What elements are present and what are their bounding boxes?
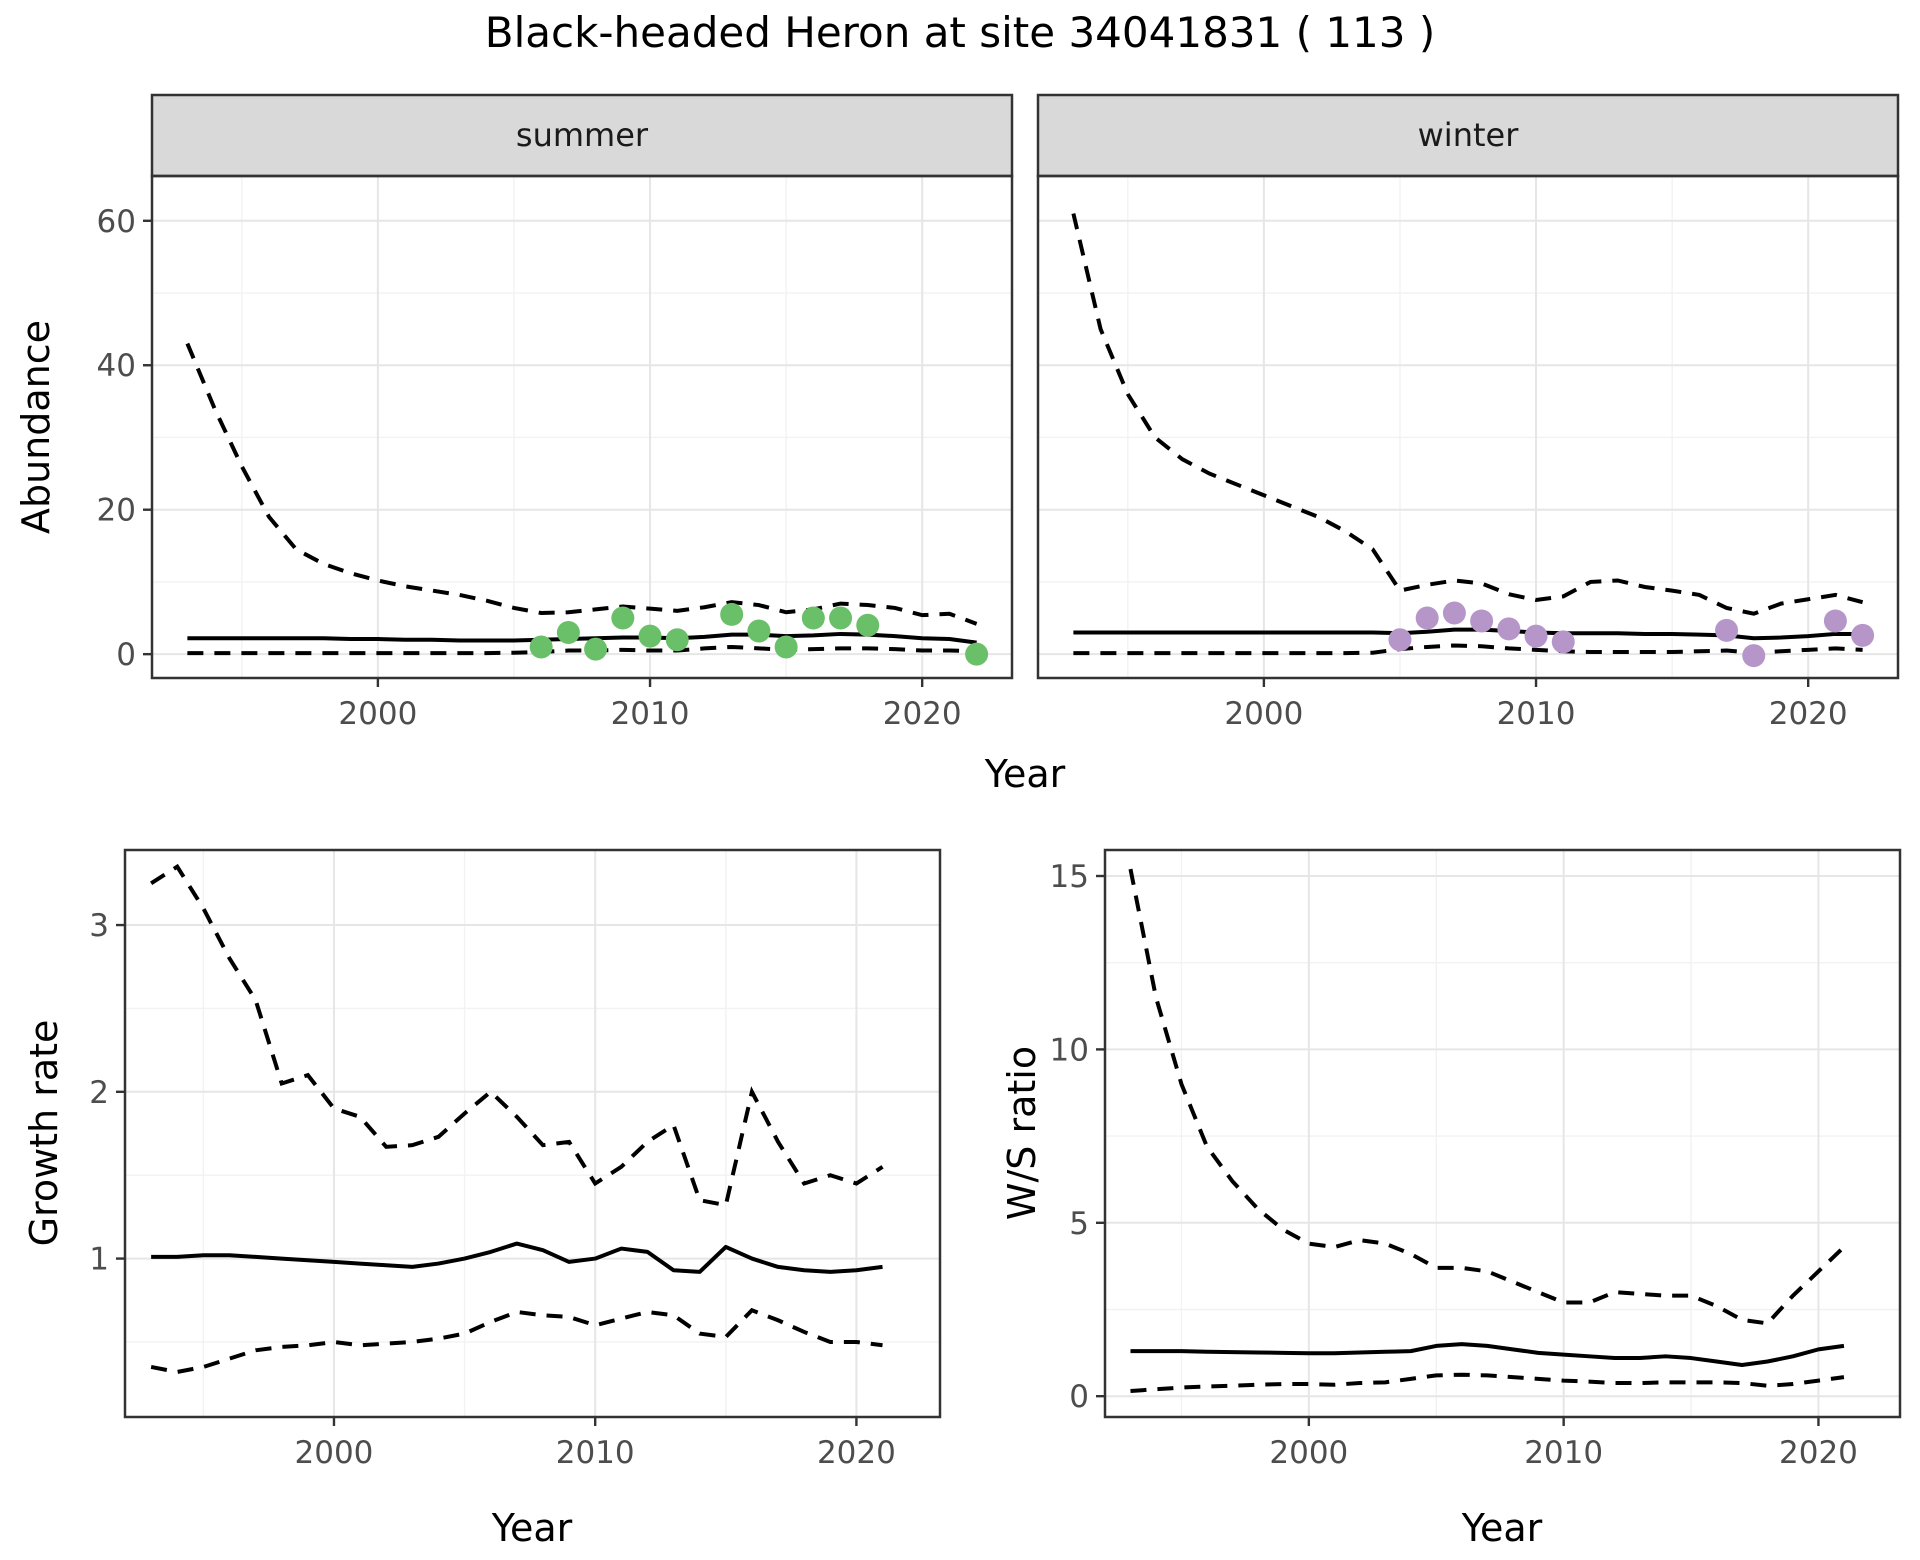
y-tick-label: 20 [97, 493, 136, 529]
x-tick-label: 2000 [295, 1435, 374, 1471]
observation-point [1823, 609, 1847, 633]
median-line [1130, 1342, 1845, 1367]
observation-point [529, 635, 553, 659]
observation-points [529, 602, 989, 666]
observation-point [638, 624, 662, 648]
upper-ci-line [185, 342, 978, 626]
y-tick-label: 1 [89, 1242, 109, 1278]
x-tick-label: 2000 [338, 696, 417, 732]
observation-points [1388, 601, 1875, 668]
observation-point [720, 602, 744, 626]
y-axis-title-growth-rate: Growth rate [22, 1019, 66, 1247]
y-tick-label: 5 [1069, 1206, 1089, 1242]
x-tick-label: 2020 [883, 696, 962, 732]
y-tick-label: 15 [1050, 859, 1089, 895]
y-tick-label: 40 [97, 348, 136, 384]
observation-point [774, 635, 798, 659]
observation-point [665, 628, 689, 652]
x-tick-label: 2000 [1269, 1435, 1348, 1471]
panel-abundance-summer: 2000 2010 2020 0 20 40 60 [97, 93, 1014, 732]
facet-strip-label-winter: winter [1417, 116, 1519, 154]
y-tick-label: 10 [1050, 1032, 1089, 1068]
lower-ci-line [187, 644, 977, 656]
observation-point [1742, 644, 1766, 668]
figure-title: Black-headed Heron at site 34041831 ( 11… [484, 8, 1436, 57]
panel-growth-rate: 2000 2010 2020 1 2 3 [89, 848, 942, 1471]
observation-point [1497, 617, 1521, 641]
x-tick-label: 2010 [1524, 1435, 1603, 1471]
observation-point [611, 606, 635, 630]
observation-point [1551, 630, 1575, 654]
facet-strip-label-summer: summer [515, 116, 649, 154]
observation-point [856, 613, 880, 637]
observation-point [965, 642, 989, 666]
panel-winter-summer-ratio: 2000 2010 2020 0 5 10 15 [1050, 848, 1902, 1471]
y-tick-label: 0 [1069, 1379, 1089, 1415]
observation-point [1715, 618, 1739, 642]
upper-ci-line [1071, 213, 1864, 616]
y-tick-label: 3 [89, 908, 109, 944]
x-axis-title-year-ws: Year [1461, 1506, 1543, 1550]
y-tick-label: 60 [97, 204, 136, 240]
x-axis-title-year-top: Year [984, 752, 1066, 796]
median-line [151, 1241, 883, 1274]
upper-ci-line [1128, 868, 1846, 1326]
median-line [187, 631, 977, 645]
panel-abundance-winter: 2000 2010 2020 [1036, 93, 1900, 732]
x-tick-label: 2020 [1779, 1435, 1858, 1471]
x-axis-title-year-growth: Year [491, 1506, 573, 1550]
x-tick-label: 2010 [1497, 696, 1576, 732]
x-tick-label: 2000 [1224, 696, 1303, 732]
observation-point [801, 606, 825, 630]
x-tick-label: 2020 [1769, 696, 1848, 732]
facet-strip [1036, 93, 1900, 178]
observation-point [1442, 601, 1466, 625]
observation-point [1851, 623, 1875, 647]
observation-point [1470, 609, 1494, 633]
y-axis-title-ws-ratio: W/S ratio [1000, 1045, 1044, 1221]
x-tick-label: 2010 [611, 696, 690, 732]
observation-point [556, 620, 580, 644]
observation-point [1415, 606, 1439, 630]
y-tick-label: 2 [89, 1075, 109, 1111]
y-tick-label: 0 [116, 637, 136, 673]
lower-ci-line [1130, 1372, 1845, 1393]
observation-point [747, 619, 771, 643]
upper-ci-line [150, 863, 884, 1208]
observation-point [1524, 624, 1548, 648]
observation-point [584, 637, 608, 661]
lower-ci-line [1073, 643, 1863, 656]
y-axis-title-abundance: Abundance [14, 319, 58, 535]
observation-point [829, 606, 853, 630]
x-tick-label: 2020 [817, 1435, 896, 1471]
x-tick-label: 2010 [556, 1435, 635, 1471]
observation-point [1388, 628, 1412, 652]
facet-strip [150, 93, 1014, 178]
